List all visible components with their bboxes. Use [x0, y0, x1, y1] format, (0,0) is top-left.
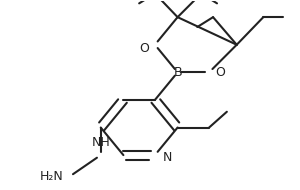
Text: O: O: [215, 66, 225, 79]
Text: H₂N: H₂N: [40, 170, 63, 183]
Text: N: N: [163, 151, 172, 164]
Text: NH: NH: [92, 136, 110, 149]
Text: B: B: [173, 66, 182, 79]
Text: O: O: [139, 42, 149, 55]
